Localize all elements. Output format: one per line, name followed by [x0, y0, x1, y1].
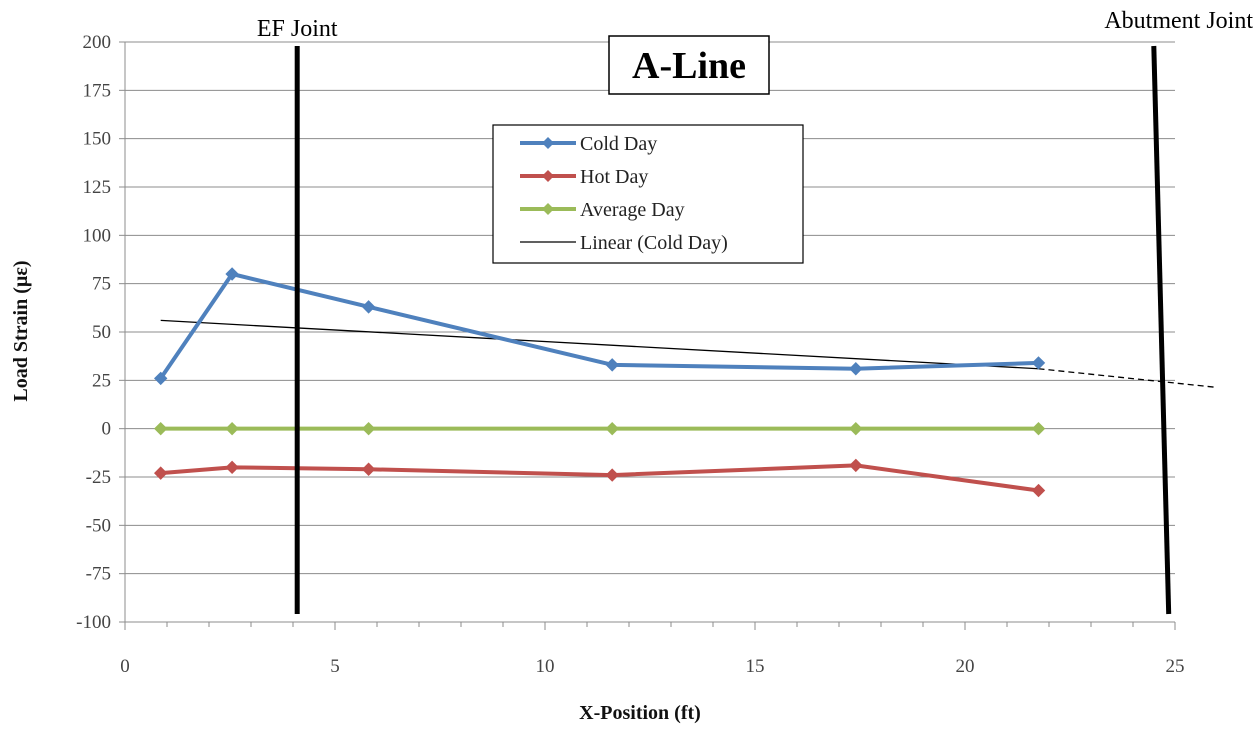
data-point — [225, 460, 239, 475]
y-tick-label: 0 — [102, 419, 112, 440]
series-hot-day — [153, 458, 1046, 498]
y-tick-label: 200 — [83, 32, 112, 53]
y-tick-label: 150 — [83, 129, 112, 150]
data-point — [1031, 483, 1046, 498]
x-axis-title: X-Position (ft) — [579, 702, 701, 724]
legend: Cold Day Hot Day Average Day Linear (Cold D… — [492, 124, 804, 264]
y-tick-labels: 200 175 150 125 100 75 50 25 0 -25 -50 -75 -100 — [76, 32, 111, 633]
data-point — [1031, 356, 1046, 370]
legend-item-cold-day: Cold Day — [520, 133, 657, 155]
data-point — [849, 421, 863, 436]
y-tick-label: -25 — [86, 467, 111, 488]
trendline-extension — [1038, 368, 1216, 388]
x-tick-label: 20 — [956, 656, 975, 677]
y-tick-label: -100 — [76, 612, 111, 633]
series-cold-day — [153, 267, 1046, 386]
x-tick-label: 15 — [746, 656, 765, 677]
y-tick-label: 175 — [83, 80, 112, 101]
axes — [119, 41, 1176, 630]
grid-lines — [125, 41, 1175, 575]
series-layer — [153, 267, 1046, 498]
legend-label: Hot Day — [580, 166, 648, 188]
chart-title-box: A-Line — [608, 35, 770, 95]
x-tick-label: 10 — [536, 656, 555, 677]
data-point — [361, 462, 376, 476]
y-tick-label: 25 — [92, 370, 111, 391]
x-tick-labels: 0 5 10 15 20 25 — [120, 656, 1184, 677]
data-point — [225, 267, 239, 281]
y-tick-label: 100 — [83, 225, 112, 246]
x-tick-label: 0 — [120, 656, 130, 677]
data-point — [849, 362, 863, 376]
data-point — [361, 300, 376, 314]
data-point — [153, 421, 168, 436]
data-point — [153, 466, 168, 480]
chart-title: A-Line — [632, 45, 746, 87]
data-point — [605, 421, 619, 436]
legend-label: Cold Day — [580, 133, 657, 155]
legend-item-linear-cold-day: Linear (Cold Day) — [520, 232, 728, 254]
y-axis-title: Load Strain (µε) — [10, 260, 32, 401]
y-tick-label: 75 — [92, 274, 111, 295]
data-point — [361, 421, 376, 436]
legend-label: Linear (Cold Day) — [580, 232, 728, 254]
x-tick-label: 5 — [330, 656, 340, 677]
legend-item-average-day: Average Day — [520, 199, 685, 221]
trendline-layer — [160, 319, 1216, 388]
data-point — [605, 358, 619, 372]
legend-label: Average Day — [580, 199, 685, 221]
y-tick-label: -75 — [86, 564, 111, 585]
annotation-layer: EF Joint Abutment Joint — [257, 8, 1253, 615]
data-point — [225, 421, 239, 436]
abutment-joint-line — [1151, 45, 1172, 615]
legend-item-hot-day: Hot Day — [520, 166, 648, 188]
y-tick-label: 50 — [92, 322, 111, 343]
ef-joint-label: EF Joint — [257, 16, 338, 42]
data-point — [605, 468, 619, 482]
series-line-cold-day — [159, 272, 1039, 380]
legend-marker — [542, 137, 554, 149]
data-point — [849, 458, 863, 473]
x-tick-label: 25 — [1166, 656, 1185, 677]
series-line-hot-day — [160, 463, 1039, 493]
trendline-cold-day — [160, 319, 1039, 370]
data-point — [1031, 421, 1046, 436]
legend-marker — [542, 203, 554, 215]
abutment-joint-label: Abutment Joint — [1104, 8, 1253, 34]
data-point — [153, 371, 168, 386]
y-tick-label: -50 — [86, 515, 111, 536]
series-average-day — [153, 421, 1046, 436]
legend-marker — [542, 170, 554, 182]
y-tick-label: 125 — [83, 177, 112, 198]
